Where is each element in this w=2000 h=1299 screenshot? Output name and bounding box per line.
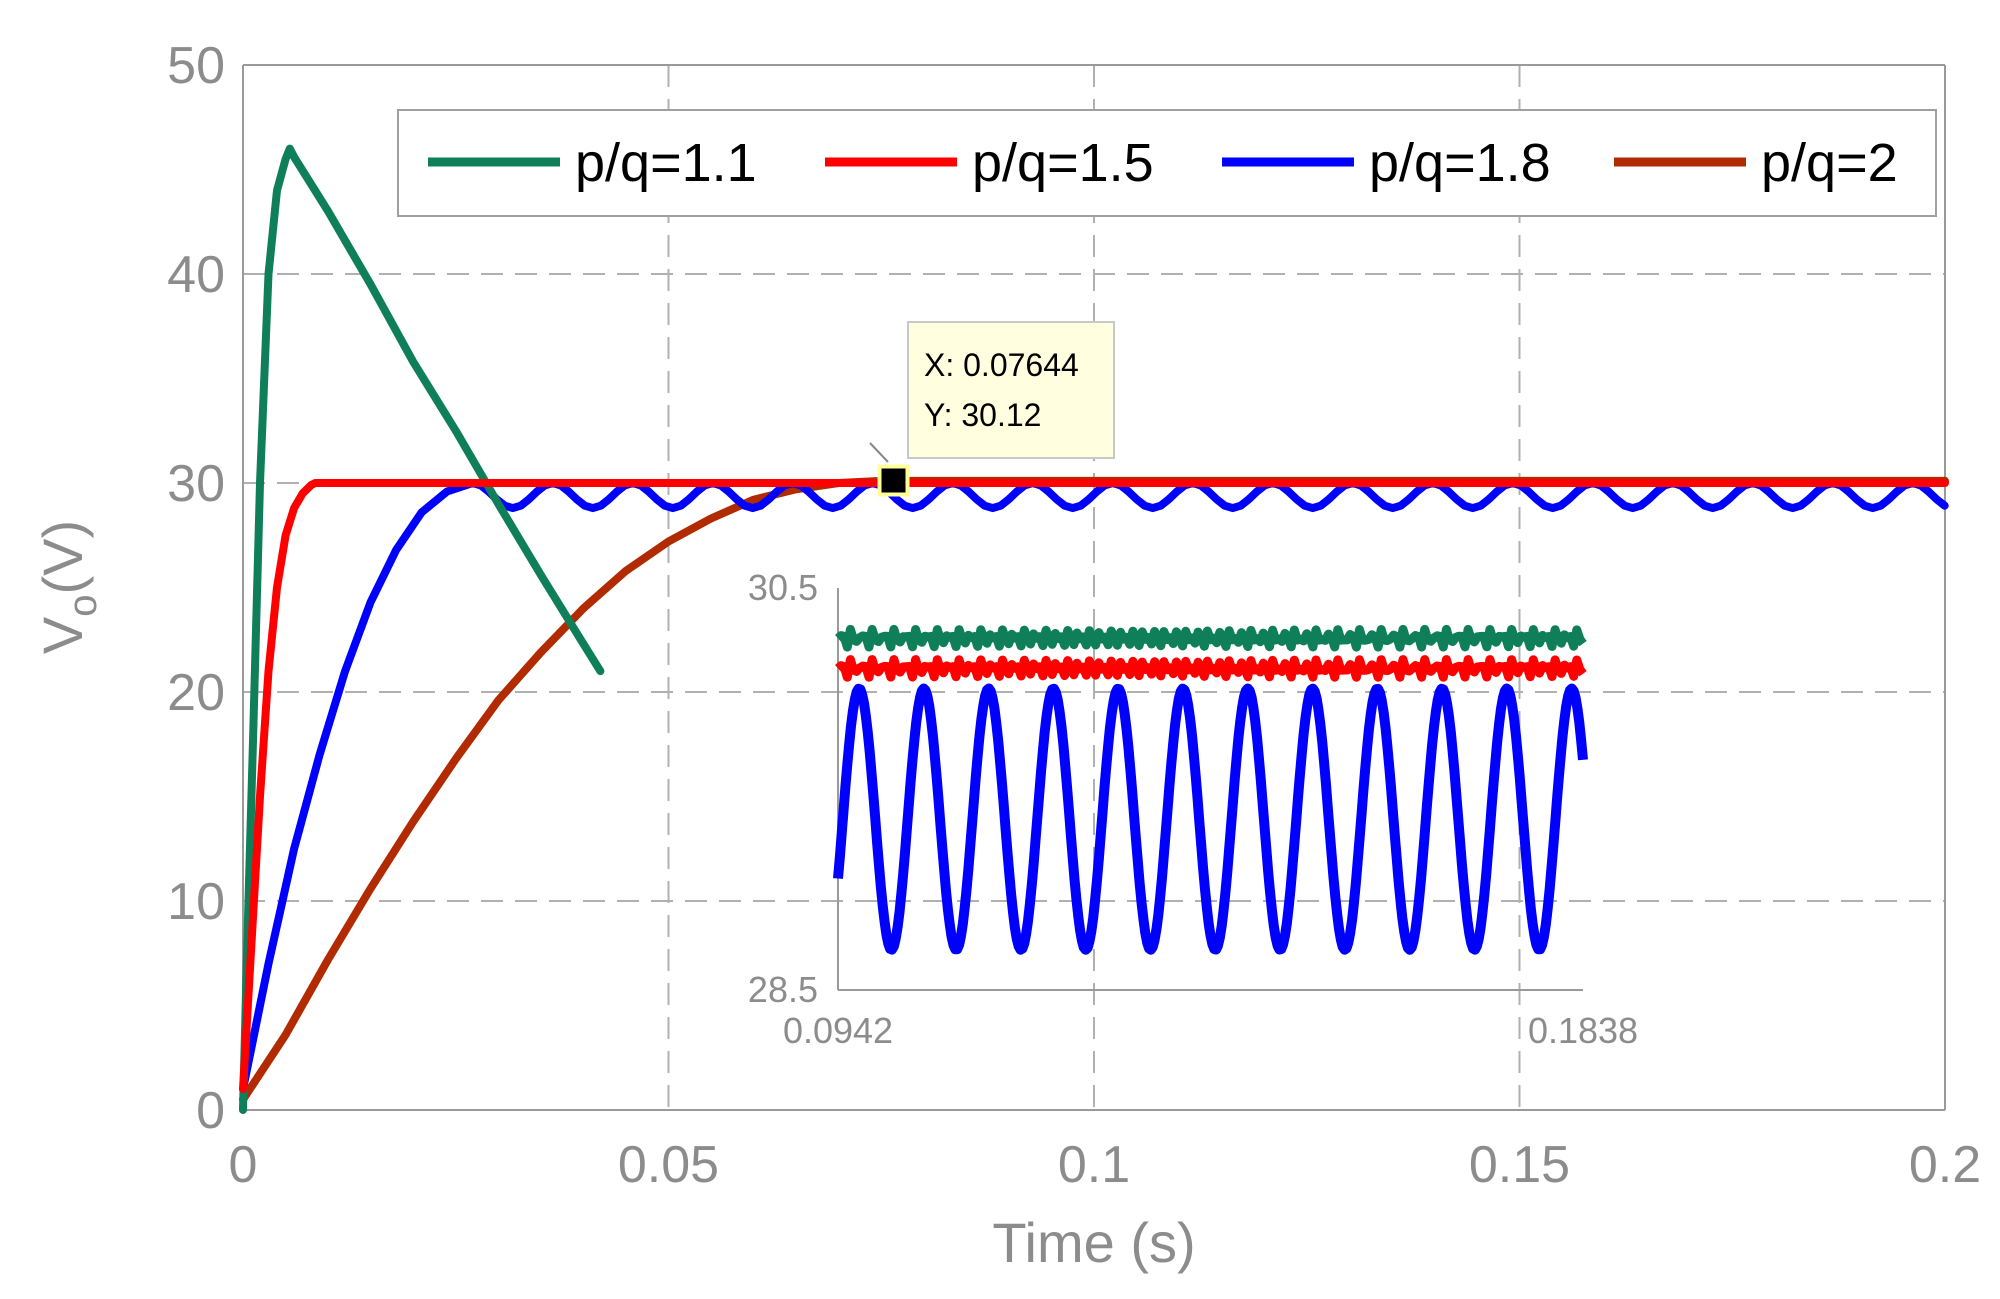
y-tick-label: 10 [167,873,225,931]
data-tip-y-label: Y: 30.12 [924,397,1041,433]
series-line-2 [239,479,1949,1094]
inset-plot: 30.5 28.5 0.0942 0.1838 [748,567,1638,1051]
x-axis-title: Time (s) [992,1211,1195,1274]
series-line-1 [239,144,605,1114]
legend-label-1: p/q=1.1 [575,133,757,193]
y-tick-label: 0 [196,1082,225,1140]
inset-ytick-bottom: 28.5 [748,969,818,1010]
series-line-3 [239,479,1949,1094]
y-axis-title: Vo(V) [31,520,105,654]
data-tip-pointer [869,442,889,463]
series-line-4 [239,476,1949,1104]
y-axis-title-sub: o [61,595,105,617]
x-tick-label: 0.15 [1469,1136,1570,1194]
data-tip-marker[interactable] [877,464,910,497]
inset-series-line-3 [833,683,1588,955]
y-axis-title-main: V [31,616,94,654]
inset-series-line-2 [835,655,1587,682]
inset-series [833,624,1588,955]
inset-xtick-left: 0.0942 [783,1010,893,1051]
x-tick-label: 0.1 [1058,1136,1130,1194]
legend: p/q=1.1 p/q=1.5 p/q=1.8 p/q=2 [397,109,1937,217]
x-tick-label: 0 [229,1136,258,1194]
inset-xtick-right: 0.1838 [1528,1010,1638,1051]
y-tick-label: 30 [167,455,225,513]
data-tip-x-label: X: 0.07644 [924,347,1079,383]
inset-ytick-top: 30.5 [748,567,818,608]
y-tick-label: 50 [167,37,225,95]
legend-label-4: p/q=2 [1761,133,1898,193]
x-tick-label: 0.05 [618,1136,719,1194]
y-tick-label: 40 [167,246,225,304]
tick-labels: 0 0.05 0.1 0.15 0.2 0 10 20 30 40 50 [167,37,1981,1194]
x-tick-label: 0.2 [1909,1136,1981,1194]
series-layer [239,144,1949,1114]
legend-label-3: p/q=1.8 [1369,133,1551,193]
y-tick-label: 20 [167,664,225,722]
legend-label-2: p/q=1.5 [972,133,1154,193]
inset-series-line-1 [835,624,1587,652]
data-tip[interactable]: X: 0.07644 Y: 30.12 [869,321,1115,497]
data-tip-box [907,321,1115,459]
y-axis-title-unit: (V) [31,520,94,595]
